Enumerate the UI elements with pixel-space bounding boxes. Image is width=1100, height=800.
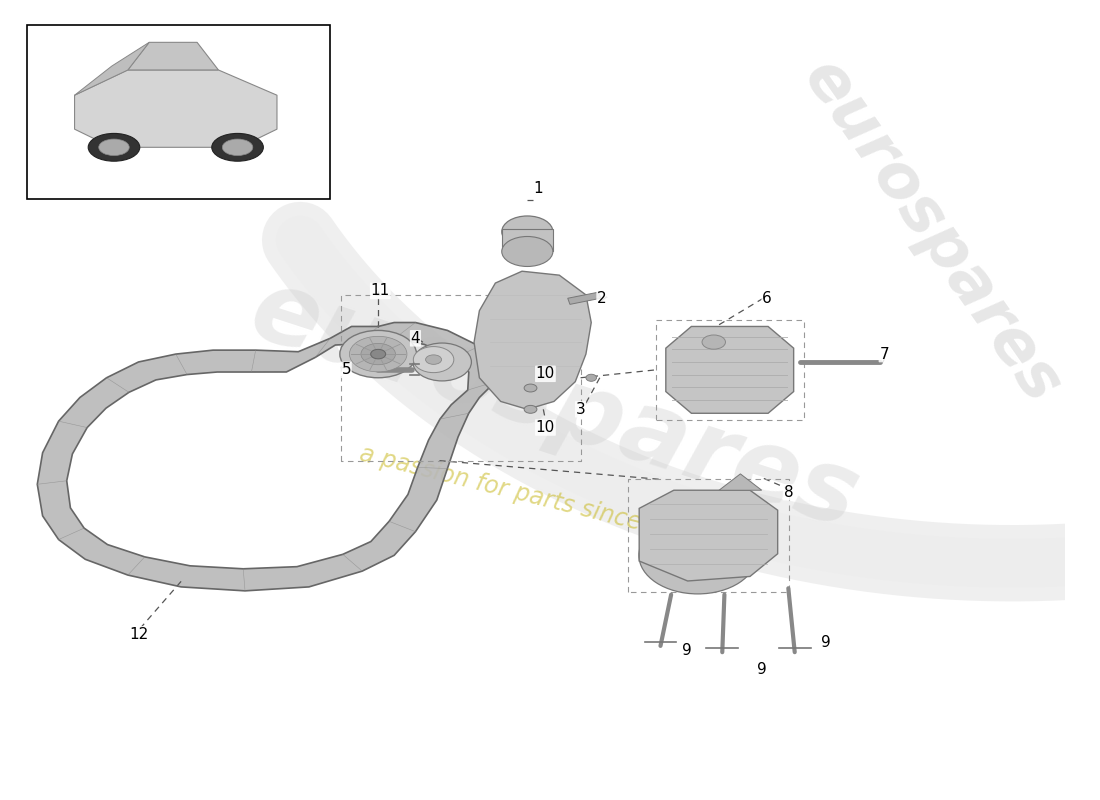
Polygon shape	[75, 70, 277, 147]
Text: 7: 7	[879, 346, 889, 362]
Ellipse shape	[502, 237, 553, 266]
Bar	[26, 25, 330, 198]
Text: 10: 10	[536, 420, 556, 435]
Text: 9: 9	[757, 662, 767, 678]
Text: a passion for parts since 1985: a passion for parts since 1985	[356, 442, 708, 551]
Bar	[568, 292, 601, 304]
Text: 10: 10	[536, 366, 556, 382]
Polygon shape	[639, 490, 778, 581]
Ellipse shape	[361, 343, 395, 365]
Text: 8: 8	[783, 485, 793, 500]
Text: 4: 4	[410, 331, 420, 346]
Text: 1: 1	[534, 181, 542, 196]
Ellipse shape	[371, 350, 386, 359]
Ellipse shape	[639, 517, 757, 594]
Polygon shape	[474, 271, 591, 410]
Text: 2: 2	[597, 291, 607, 306]
Ellipse shape	[426, 355, 441, 364]
Polygon shape	[719, 474, 761, 490]
Ellipse shape	[371, 350, 386, 359]
Ellipse shape	[222, 139, 253, 155]
Text: 5: 5	[341, 362, 351, 378]
Text: 11: 11	[371, 283, 389, 298]
Polygon shape	[75, 42, 150, 95]
Text: 12: 12	[129, 626, 149, 642]
Ellipse shape	[524, 384, 537, 392]
Ellipse shape	[88, 134, 140, 161]
Ellipse shape	[99, 139, 129, 155]
Text: 3: 3	[575, 402, 585, 417]
Ellipse shape	[702, 335, 726, 349]
Ellipse shape	[212, 134, 263, 161]
Polygon shape	[666, 326, 794, 414]
Ellipse shape	[412, 343, 472, 381]
Text: 6: 6	[762, 291, 772, 306]
Text: eurospares: eurospares	[791, 49, 1074, 415]
Ellipse shape	[414, 346, 454, 373]
Ellipse shape	[350, 336, 407, 372]
Polygon shape	[128, 42, 219, 70]
Polygon shape	[37, 322, 495, 591]
Ellipse shape	[340, 330, 417, 378]
Bar	[502, 230, 553, 251]
Ellipse shape	[524, 406, 537, 414]
Ellipse shape	[586, 374, 596, 382]
Ellipse shape	[502, 216, 553, 247]
Text: 9: 9	[821, 634, 830, 650]
Text: 9: 9	[682, 642, 692, 658]
Text: eurospares: eurospares	[238, 262, 870, 550]
